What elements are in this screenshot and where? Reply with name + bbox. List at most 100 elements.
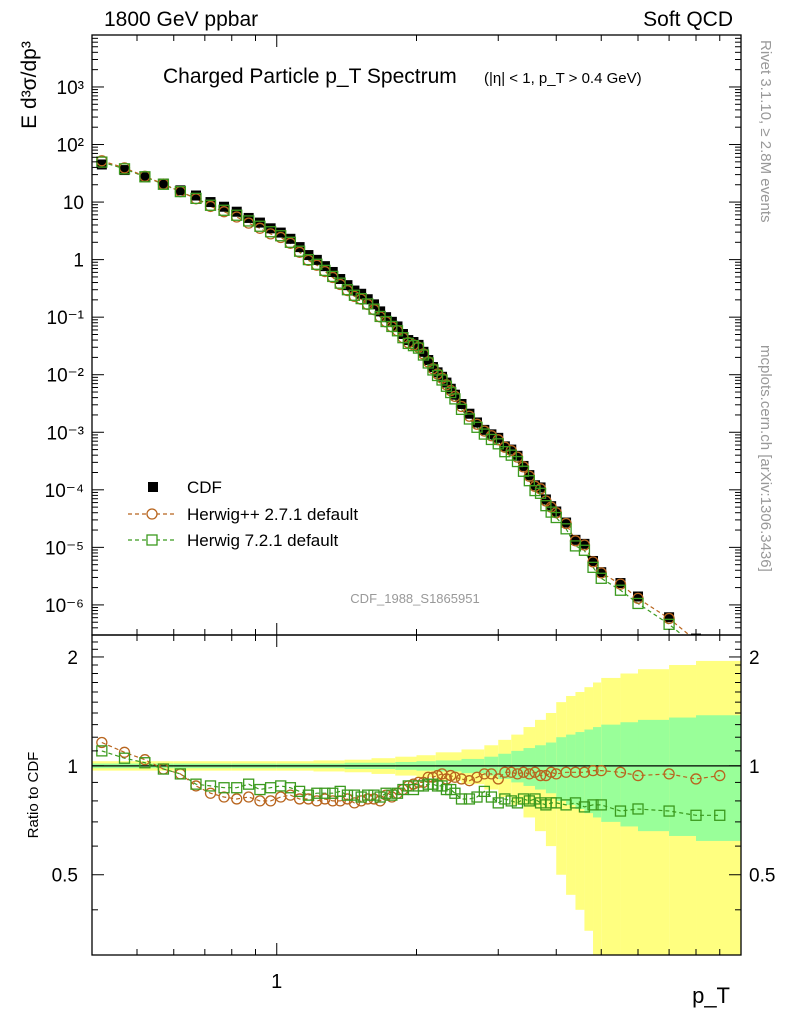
- y-tick-label: 10⁻⁵: [45, 538, 84, 559]
- herwigpp-ratio-point: [478, 768, 490, 780]
- band-inner-segment: [523, 748, 536, 786]
- ratio-y-tick-label-right: 1: [749, 757, 760, 778]
- herwig7-ratio-point: [355, 791, 367, 803]
- herwigpp-ratio-point: [505, 766, 517, 778]
- cdf-point: [540, 494, 551, 505]
- herwig7-ratio-point: [492, 797, 504, 809]
- herwigpp-ratio-point: [614, 766, 627, 778]
- herwig7-point: [311, 258, 323, 270]
- herwig7-point: [455, 403, 468, 416]
- herwigpp-ratio-point: [499, 766, 511, 778]
- herwig7-point: [614, 584, 627, 596]
- legend-cdf-marker: [148, 482, 158, 492]
- x-axis-label: p_T: [692, 983, 730, 1008]
- herwig7-ratio-point: [380, 787, 392, 799]
- y-tick-label: 10: [63, 193, 84, 214]
- herwig7-ratio-point: [587, 799, 599, 811]
- cdf-point: [254, 217, 265, 228]
- herwigpp-ratio-point: [231, 793, 243, 805]
- herwig7-point: [190, 192, 202, 205]
- cdf-point: [579, 538, 590, 549]
- herwig7-point: [139, 171, 151, 183]
- herwig7-ratio-point: [517, 793, 530, 805]
- herwig7-ratio-point: [231, 782, 243, 794]
- chart-legend: CDF Herwig++ 2.7.1 default Herwig 7.2.1 de…: [128, 478, 358, 550]
- herwig7-point: [471, 421, 483, 433]
- herwig7-ratio-point: [174, 768, 187, 780]
- herwigpp-ratio-point: [348, 797, 361, 809]
- herwig7-ratio-point: [374, 791, 386, 803]
- herwig7-ratio-point: [243, 778, 255, 790]
- herwig7-point: [560, 523, 572, 535]
- herwig7-point: [499, 446, 511, 458]
- herwigpp-ratio-point: [578, 766, 591, 778]
- herwig7-point: [517, 465, 530, 477]
- band-inner-segment: [535, 745, 546, 790]
- herwigpp-ratio-point: [327, 795, 339, 807]
- chart-title: Charged Particle p_T Spectrum: [163, 65, 457, 88]
- cdf-point: [445, 383, 456, 394]
- y-tick-label: 10⁻¹: [47, 308, 85, 329]
- herwigpp-ratio-point: [545, 766, 557, 778]
- herwig7-point: [550, 511, 562, 524]
- herwigpp-ratio-point: [595, 764, 607, 777]
- cdf-point: [119, 165, 130, 176]
- cdf-point: [596, 567, 607, 578]
- herwig7-ratio-point: [157, 763, 170, 775]
- herwig7-ratio-point: [523, 795, 535, 807]
- cdf-point: [633, 591, 644, 602]
- herwig7-point: [157, 178, 170, 190]
- herwig7-point: [334, 277, 346, 289]
- herwig7-ratio-point: [319, 787, 331, 799]
- herwig7-point: [243, 215, 255, 227]
- herwigpp-ratio-point: [319, 793, 331, 805]
- cdf-point: [158, 178, 169, 189]
- herwig7-point: [204, 199, 217, 211]
- herwig7-point: [348, 289, 361, 301]
- ratio-y-tick-label-right: 0.5: [749, 866, 775, 887]
- herwigpp-ratio-point: [243, 791, 255, 803]
- herwigpp-ratio-point: [264, 795, 277, 807]
- herwig7-ratio-point: [463, 793, 476, 805]
- herwigpp-ratio-point: [587, 764, 599, 777]
- herwig7-ratio-point: [139, 757, 151, 769]
- herwig7-ratio-point: [445, 783, 457, 796]
- herwigpp-ratio-point: [569, 766, 582, 778]
- herwig7-point: [587, 561, 599, 573]
- herwig7-ratio-point: [578, 801, 591, 813]
- herwig7-point: [445, 386, 457, 399]
- herwig7-point: [492, 438, 504, 450]
- band-inner-segment: [696, 715, 741, 841]
- herwig7-ratio-point: [348, 789, 361, 801]
- herwigpp-ratio-point: [218, 791, 230, 803]
- herwig7-point: [449, 393, 461, 405]
- main-plot-content: [96, 155, 702, 635]
- cdf-point: [570, 534, 581, 545]
- herwig7-ratio-point: [569, 797, 582, 809]
- band-inner-segment: [511, 750, 524, 783]
- herwigpp-ratio-point: [529, 766, 541, 778]
- cdf-point: [139, 172, 150, 183]
- y-tick-label: 10⁻²: [47, 366, 85, 387]
- herwig7-point: [218, 204, 230, 216]
- herwigpp-ratio-point: [690, 773, 702, 785]
- band-outer-segment: [593, 682, 602, 955]
- herwig7-ratio-point: [485, 791, 498, 803]
- herwig7-ratio-point: [293, 785, 306, 798]
- cdf-point: [561, 517, 572, 528]
- herwig7-point: [511, 455, 524, 468]
- herwig7-ratio-point: [302, 789, 315, 801]
- herwig7-point: [275, 230, 287, 242]
- herwig7-point: [523, 475, 535, 487]
- header-left-label: 1800 GeV ppbar: [104, 8, 259, 31]
- herwig7-point: [440, 380, 453, 392]
- herwig7-ratio-point: [455, 793, 468, 805]
- herwig7-ratio-point: [311, 787, 323, 799]
- cdf-point: [588, 555, 599, 566]
- herwig7-ratio-point: [327, 787, 339, 799]
- herwigpp-ratio-point: [632, 769, 644, 782]
- band-inner-segment: [556, 737, 567, 801]
- ratio-y-tick-label-right: 2: [749, 648, 760, 669]
- chart-title-cuts: (|η| < 1, p_T > 0.4 GeV): [484, 70, 642, 87]
